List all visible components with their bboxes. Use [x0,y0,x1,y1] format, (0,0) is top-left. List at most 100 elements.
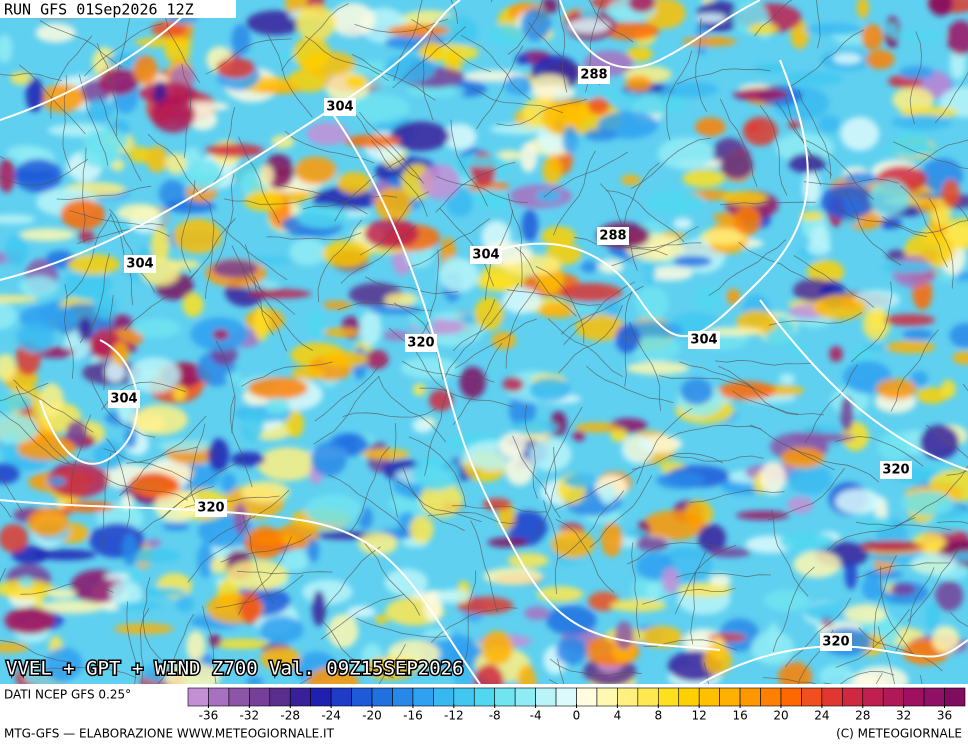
field-blob [305,495,363,526]
field-blob [477,274,515,291]
field-blob [734,206,761,236]
colorbar-swatch [720,688,740,706]
field-blob [647,190,704,214]
colorbar-swatch [761,688,781,706]
field-blob [884,314,935,326]
contour-label: 304 [690,333,717,348]
field-blob [129,474,179,498]
field-blob [941,380,956,399]
field-blob [231,452,265,467]
colorbar-swatch [679,688,699,706]
field-blob [813,295,866,320]
field-blob [538,302,577,318]
colorbar-tick-label: -36 [199,709,219,723]
field-blob [68,254,120,275]
field-blob [601,522,623,557]
colorbar-tick-label: 16 [732,709,747,723]
colorbar-swatch [904,688,924,706]
field-blob [412,457,460,491]
field-blob [891,115,951,131]
field-blob [337,172,372,194]
field-blob [920,425,959,460]
colorbar-swatch [208,688,228,706]
field-blob [564,474,598,488]
contour-label: 320 [882,463,909,478]
field-blob [253,306,269,341]
field-blob [708,548,751,558]
field-blob [625,529,648,538]
field-blob [515,55,530,65]
field-blob [360,310,382,346]
field-blob [78,231,95,243]
field-blob [787,497,814,514]
contour-label: 304 [326,100,353,115]
field-blob [233,503,247,534]
field-blob [572,431,585,442]
field-blob [588,97,610,114]
field-blob [173,219,221,254]
colorbar-tick-label: -12 [444,709,464,723]
field-blob [860,541,920,551]
field-blob [4,607,55,634]
field-blob [308,309,325,338]
field-blob [571,305,597,313]
colorbar-swatch [495,688,515,706]
field-blob [176,595,194,612]
colorbar-swatch [842,688,862,706]
colorbar-swatch [433,688,453,706]
field-blob [817,115,840,133]
credit: MTG-GFS — ELABORAZIONE WWW.METEOGIORNALE… [4,727,335,741]
data-source: DATI NCEP GFS 0.25° [4,688,131,702]
field-blob [861,24,883,50]
colorbar-swatch [699,688,719,706]
field-blob [16,324,54,353]
field-blob [112,342,129,366]
colorbar-tick-label: 8 [654,709,662,723]
field-blob [642,510,705,540]
field-blob [743,117,778,146]
field-blob [477,202,510,210]
field-blob [241,481,290,503]
field-blob [94,295,118,320]
field-blob [911,553,957,575]
field-blob [844,172,878,184]
colorbar-swatch [249,688,269,706]
field-blob [151,97,195,133]
field-blob [819,664,854,688]
contour-label: 288 [580,68,607,83]
colorbar-swatch [311,688,331,706]
colorbar-swatch [454,688,474,706]
field-blob [146,146,168,172]
field-blob [531,85,576,99]
colorbar-tick-label: 36 [937,709,952,723]
colorbar-swatch [290,688,310,706]
field-blob [437,589,470,603]
field-blob [384,55,435,83]
field-blob [520,142,538,172]
field-blob [459,367,486,399]
field-blob [375,187,411,221]
field-blob [779,532,835,552]
field-blob [627,361,690,374]
field-blob [295,157,337,185]
field-blob [323,328,359,337]
field-blob [257,447,317,481]
contour-label: 304 [126,257,153,272]
field-blob [311,442,347,476]
field-blob [302,579,352,604]
field-blob [0,524,28,553]
field-blob [870,179,910,215]
field-blob [465,156,507,167]
field-blob [347,606,375,618]
field-blob [330,3,376,37]
field-blob [880,217,902,229]
field-blob [208,634,221,647]
field-blob [764,590,810,612]
field-blob [226,560,289,590]
colorbar-tick-label: -24 [321,709,341,723]
field-blob [19,577,33,588]
colorbar-swatch [638,688,658,706]
field-blob [829,346,843,362]
field-blob [942,180,960,208]
